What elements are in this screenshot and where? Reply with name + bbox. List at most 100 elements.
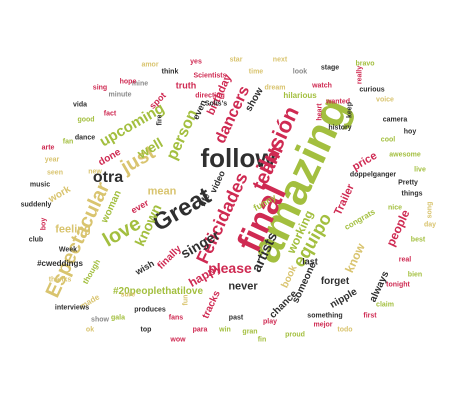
word-please: please [208, 260, 252, 276]
word-know: know [342, 241, 368, 275]
word-nice: nice [387, 204, 403, 212]
word-feeling: feeling [55, 223, 91, 236]
word-vida: vida [72, 101, 88, 109]
word-something: something [307, 312, 343, 320]
word-happy: happy [186, 260, 224, 290]
word-para: para [192, 326, 208, 334]
word-dance: dance [74, 134, 96, 142]
word-look: look [292, 68, 308, 76]
word-music: music [29, 181, 51, 189]
word-directing: directing [195, 92, 225, 100]
word-ok: ok [85, 326, 95, 334]
word-time: time [248, 68, 264, 76]
word-gala: gala [110, 314, 126, 322]
word-mine: mine [131, 80, 149, 88]
word-pretty: Pretty [398, 179, 418, 187]
word-done: done [96, 146, 123, 169]
word-fact: fact [103, 110, 117, 118]
word-bien: bien [407, 271, 423, 279]
word-heart: heart [316, 103, 324, 121]
word-cweddings: #cweddings [37, 259, 83, 268]
word-price: price [350, 149, 380, 174]
word-past: past [228, 314, 244, 322]
word-thanks: thanks [48, 276, 72, 284]
word-watch: watch [312, 82, 332, 90]
word-show: show [91, 316, 109, 324]
word-claim: claim [376, 301, 394, 309]
word-live: live [414, 166, 426, 174]
word-year: year [44, 156, 60, 164]
word-day: day [423, 221, 437, 229]
word-club: club [28, 236, 44, 244]
word-sure: sure [120, 291, 136, 299]
word-solis-s: Solis's [204, 100, 228, 108]
word-never: never [228, 280, 258, 293]
word-good: good [77, 116, 95, 124]
word-minute: minute [108, 91, 132, 99]
word-follow: follow [200, 143, 276, 173]
word-last: last [302, 256, 318, 267]
word-voice: voice [376, 96, 394, 104]
word-wish: wish [133, 258, 156, 277]
word-nipple: nipple [328, 286, 360, 311]
word-sing: sing [92, 84, 108, 92]
word-produces: produces [134, 306, 166, 314]
word-first: first [363, 312, 377, 320]
word-top: top [140, 326, 152, 334]
word-seen: seen [47, 169, 63, 177]
word-doppelganger: doppelganger [349, 171, 397, 179]
word-new: new [88, 168, 102, 176]
word-star: star [229, 56, 243, 64]
word-boy: boy [40, 217, 48, 231]
word-fire: fire [156, 114, 164, 126]
word-fin: fin [257, 336, 267, 344]
word-really: really [356, 65, 364, 85]
word-gran: gran [242, 328, 258, 336]
word-week: Week [58, 246, 78, 254]
word-finally: finally [155, 243, 184, 272]
word-forget: forget [320, 276, 350, 287]
word-interviews: interviews [54, 304, 90, 312]
word-tracks: tracks [200, 289, 223, 321]
word-arte: arte [41, 144, 55, 152]
word-things: things [401, 190, 423, 198]
word-hilarious: hilarious [283, 91, 317, 100]
word-next: next [272, 56, 288, 64]
word-truth: truth [175, 80, 197, 91]
word-tonight: tonight [386, 281, 410, 289]
word-scientists: Scientists [193, 72, 227, 80]
word-todo: todo [337, 326, 353, 334]
word-awesome: awesome [389, 151, 421, 159]
word-real: real [398, 256, 412, 264]
word-congrats: congrats [342, 207, 377, 232]
word-camera: camera [382, 116, 408, 124]
word-well: well [134, 134, 166, 162]
word-20peoplethatilove: #20peoplethatilove [112, 286, 204, 297]
word-wow: wow [170, 336, 186, 344]
word-trailer: Trailer [332, 182, 357, 218]
word-cool: cool [380, 136, 396, 144]
word-bravo: bravo [355, 60, 375, 68]
word-hoy: hoy [403, 128, 417, 136]
word-fan: fan [62, 138, 74, 146]
word-song: song [426, 201, 434, 219]
word-proud: proud [285, 331, 305, 339]
word-yes: yes [190, 58, 202, 66]
word-amor: amor [141, 61, 159, 69]
word-dream: dream [264, 84, 286, 92]
word-hope: hope [119, 78, 137, 86]
word-win: win [219, 326, 231, 334]
word-otra: otra [92, 169, 124, 186]
word-keep: keep [346, 102, 354, 118]
word-best: best [410, 236, 426, 244]
word-though: though [80, 257, 103, 286]
word-wanted: wanted [325, 98, 351, 106]
word-curious: curious [359, 86, 385, 94]
word-mejor: mejor [313, 321, 333, 329]
word-think: think [161, 68, 179, 76]
word-fans: fans [168, 314, 184, 322]
word-suddenly: suddenly [20, 201, 52, 209]
word-play: play [262, 318, 278, 326]
word-people: people [383, 207, 413, 249]
